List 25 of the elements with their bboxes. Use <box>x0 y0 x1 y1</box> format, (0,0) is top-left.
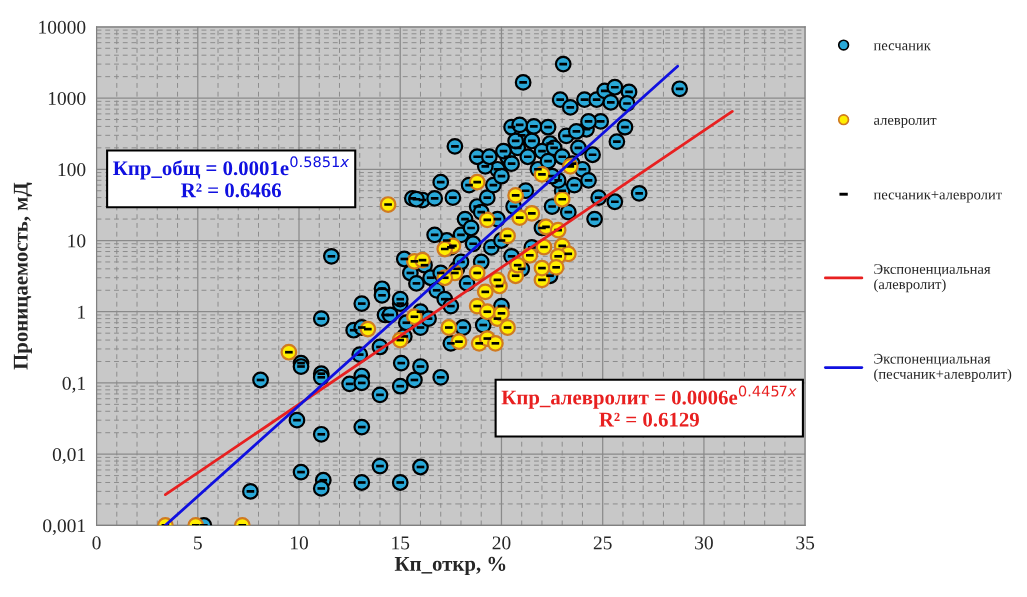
y-tick-label: 10 <box>68 234 86 248</box>
y-tick-label: 0,1 <box>62 376 85 393</box>
y-tick-label: 0,01 <box>52 447 85 464</box>
legend-label: Экспоненциальная (песчаник+алевролит) <box>874 353 1012 382</box>
y-axis-title: Проницаемость, мД <box>13 182 32 370</box>
x-axis-title: Кп_откр, % <box>394 556 506 576</box>
x-tick-label: 30 <box>695 536 713 550</box>
y-tick-label: 100 <box>58 163 86 177</box>
x-tick-label: 20 <box>492 536 511 550</box>
legend-label: Экспоненциальная (алевролит) <box>874 264 991 293</box>
x-tick-label: 35 <box>796 536 815 550</box>
text: Кпр_общ = 0.0001e$^{0.5851x}$ R² = 0.6466 <box>113 156 350 198</box>
legend-label: алевролит <box>874 117 937 128</box>
y-tick-label: 0,001 <box>43 519 85 536</box>
legend-label: песчаник+алевролит <box>873 191 1002 203</box>
legend-label: песчаник <box>873 43 931 51</box>
text: Кпр_алевролит = 0.0006e$^{0.4457x}$ R² = 0.6129 <box>501 385 797 427</box>
x-tick-label: 5 <box>194 536 202 550</box>
x-tick-label: 25 <box>593 536 612 550</box>
x-tick-label: 10 <box>290 536 308 550</box>
x-tick-label: 0 <box>92 536 101 550</box>
y-tick-label: 10000 <box>39 20 86 34</box>
y-tick-label: 1 <box>78 305 85 319</box>
y-tick-label: 1000 <box>48 91 86 106</box>
x-tick-label: 15 <box>392 536 410 550</box>
